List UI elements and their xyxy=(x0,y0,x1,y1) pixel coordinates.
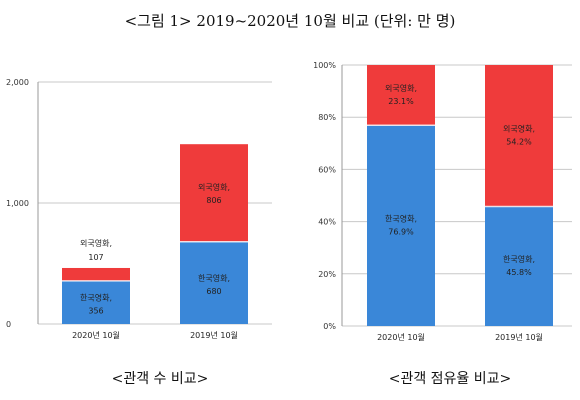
right-korean-series-label: 한국영화, xyxy=(385,214,417,224)
right-y-tick-label: 60% xyxy=(318,165,336,174)
right-x-tick-label: 2019년 10월 xyxy=(495,332,543,342)
left-chart-caption: <관객 수 비교> xyxy=(111,371,209,387)
right-korean-value-label: 76.9% xyxy=(388,228,414,237)
left-foreign-series-label: 외국영화, xyxy=(80,238,112,248)
right-foreign-value-label: 23.1% xyxy=(388,97,414,106)
right-y-tick-label: 40% xyxy=(318,218,336,227)
left-y-tick-label: 0 xyxy=(6,320,11,329)
right-bar-korean xyxy=(485,206,553,326)
right-y-tick-label: 100% xyxy=(313,61,336,70)
left-bar-korean xyxy=(62,280,130,324)
right-chart-caption: <관객 점유율 비교> xyxy=(388,371,512,387)
left-x-tick-label: 2019년 10월 xyxy=(190,330,238,340)
right-korean-value-label: 45.8% xyxy=(506,268,532,277)
left-bar-korean xyxy=(180,241,248,324)
left-foreign-value-label: 107 xyxy=(88,253,103,262)
right-y-tick-label: 80% xyxy=(318,113,336,122)
right-foreign-value-label: 54.2% xyxy=(506,138,532,147)
left-foreign-series-label: 외국영화, xyxy=(198,182,230,192)
right-foreign-series-label: 외국영화, xyxy=(503,124,535,134)
left-y-tick-label: 2,000 xyxy=(6,78,29,87)
right-bar-korean xyxy=(367,125,435,326)
figure-title: <그림 1> 2019~2020년 10월 비교 (단위: 만 명) xyxy=(124,12,456,30)
left-korean-series-label: 한국영화, xyxy=(198,273,230,283)
right-y-tick-label: 20% xyxy=(318,270,336,279)
left-korean-series-label: 한국영화, xyxy=(80,292,112,302)
left-bar-foreign xyxy=(62,267,130,281)
right-bar-foreign xyxy=(485,65,553,207)
right-y-tick-label: 0% xyxy=(323,322,336,331)
left-foreign-value-label: 806 xyxy=(206,196,221,205)
right-korean-series-label: 한국영화, xyxy=(503,254,535,264)
left-korean-value-label: 356 xyxy=(88,306,103,315)
left-y-tick-label: 1,000 xyxy=(6,199,29,208)
right-x-tick-label: 2020년 10월 xyxy=(377,332,425,342)
left-bar-foreign xyxy=(180,144,248,242)
right-bar-foreign xyxy=(367,65,435,126)
left-x-tick-label: 2020년 10월 xyxy=(72,330,120,340)
left-korean-value-label: 680 xyxy=(206,287,221,296)
right-foreign-series-label: 외국영화, xyxy=(385,83,417,93)
